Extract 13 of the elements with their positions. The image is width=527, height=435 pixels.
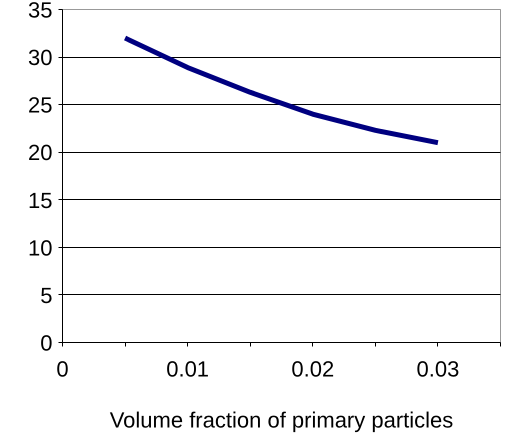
y-tick-label: 5	[40, 282, 53, 308]
x-tick-label: 0.03	[416, 356, 460, 382]
y-tick-label: 0	[40, 330, 53, 356]
y-tick-label: 20	[28, 140, 53, 166]
x-axis-title: Volume fraction of primary particles	[110, 408, 454, 432]
y-tick-label: 25	[28, 92, 53, 118]
y-tick-label: 35	[28, 0, 53, 22]
y-tick-label: 10	[28, 235, 53, 260]
y-tick-label: 30	[28, 45, 53, 70]
x-tick-label: 0.02	[291, 356, 334, 382]
y-tick-label: 15	[28, 188, 53, 213]
x-tick-label: 0.01	[166, 356, 210, 382]
x-tick-label: 0	[56, 356, 69, 382]
